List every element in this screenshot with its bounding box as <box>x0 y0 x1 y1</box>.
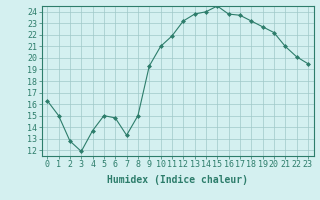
X-axis label: Humidex (Indice chaleur): Humidex (Indice chaleur) <box>107 175 248 185</box>
